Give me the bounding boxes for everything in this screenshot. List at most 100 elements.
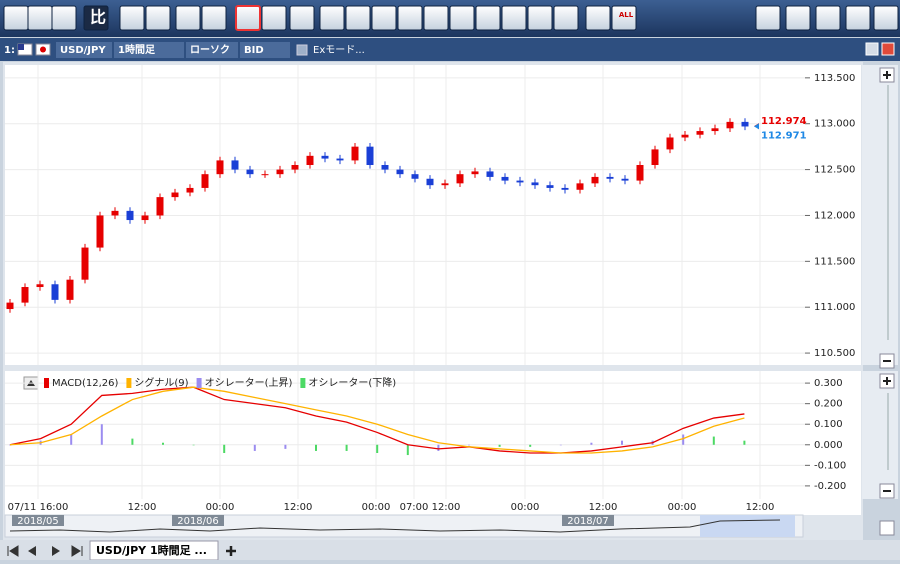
toolbar-button[interactable] [815, 5, 841, 31]
legend-swatch [44, 378, 49, 388]
toolbar-button[interactable] [83, 5, 109, 31]
oscillator-bar [100, 424, 103, 445]
candle-body [486, 171, 494, 177]
toolbar-button[interactable] [585, 5, 611, 31]
legend-swatch [126, 378, 132, 388]
macd-scrollbar[interactable] [862, 371, 898, 499]
first-tab[interactable] [7, 545, 19, 557]
toolbar-button[interactable] [397, 5, 423, 31]
oscillator-bar [529, 444, 532, 447]
candle-body [546, 185, 554, 188]
expand-button[interactable] [879, 520, 895, 536]
toolbar-button[interactable] [845, 5, 871, 31]
candle-body [126, 210, 134, 221]
y-tick-label: 111.500 [814, 256, 855, 267]
candle-body [201, 174, 209, 188]
chart-type[interactable]: ローソク [190, 44, 230, 56]
restore-button[interactable] [865, 42, 879, 56]
y-tick-label: -0.200 [814, 481, 846, 492]
candle-body [156, 197, 164, 216]
toolbar-button[interactable] [755, 5, 781, 31]
candle-body [636, 165, 644, 181]
toolbar-button[interactable] [873, 5, 899, 31]
toolbar-button[interactable] [553, 5, 579, 31]
toolbar-button[interactable] [449, 5, 475, 31]
candle-body [291, 165, 299, 170]
prev-tab[interactable] [28, 546, 36, 556]
price-axis [805, 65, 861, 365]
oscillator-bar [162, 442, 164, 445]
close-button[interactable] [881, 42, 895, 56]
bottom-bar [0, 540, 900, 560]
y-tick-label: 112.000 [814, 210, 855, 221]
toolbar-button[interactable] [261, 5, 287, 31]
oscillator-bar [559, 444, 562, 446]
toolbar-button[interactable] [501, 5, 527, 31]
candle-body [261, 174, 269, 176]
navigator-window[interactable] [700, 515, 795, 537]
macd-axis [805, 371, 861, 499]
candle-body [441, 183, 449, 186]
toolbar-button[interactable] [201, 5, 227, 31]
candle-body [531, 182, 539, 186]
toolbar-button[interactable] [319, 5, 345, 31]
delete-all-label[interactable]: ALL [619, 11, 634, 19]
zoom-buttons [879, 67, 895, 536]
y-tick-label: 111.000 [814, 302, 855, 313]
toolbar-button[interactable] [145, 5, 171, 31]
navigator-label: 2018/06 [177, 516, 219, 527]
navigator-label-bg [172, 515, 224, 526]
toolbar-button[interactable] [119, 5, 145, 31]
compare-button[interactable]: 比 [90, 8, 106, 27]
price-scrollbar[interactable] [862, 65, 898, 365]
x-tick-label: 12:00 [128, 502, 157, 513]
us-flag-canton [18, 44, 24, 50]
toolbar-button[interactable] [371, 5, 397, 31]
toolbar-button[interactable] [175, 5, 201, 31]
candle-body [576, 183, 584, 190]
period[interactable]: 1時間足 [118, 43, 156, 56]
ex-mode-checkbox[interactable] [296, 44, 308, 56]
y-tick-label: 110.500 [814, 348, 855, 359]
bottom-tab-label[interactable]: USD/JPY 1時間足 ... [96, 543, 207, 557]
tab-nav [7, 545, 83, 557]
oscillator-bar [223, 444, 226, 454]
x-tick-label: 12:00 [432, 502, 461, 513]
toolbar-button[interactable] [785, 5, 811, 31]
toolbar-button[interactable] [289, 5, 315, 31]
candle-body [336, 158, 344, 161]
oscillator-bar [498, 444, 501, 447]
toolbar-button[interactable] [345, 5, 371, 31]
chart-type-select[interactable] [186, 42, 238, 58]
toolbar-button[interactable] [51, 5, 77, 31]
toolbar-button[interactable] [475, 5, 501, 31]
oscillator-bar [9, 444, 11, 446]
candle-body [681, 134, 689, 138]
candle-body [456, 174, 464, 184]
next-tab[interactable] [52, 546, 60, 556]
navigator-label-bg [562, 515, 614, 526]
last-tab[interactable] [71, 545, 83, 557]
period-select[interactable] [114, 42, 184, 58]
x-tick-label: 12:00 [746, 502, 775, 513]
y-tick-label: -0.100 [814, 460, 846, 471]
price-type-select[interactable] [240, 42, 290, 58]
navigator[interactable] [4, 514, 804, 538]
toolbar-button[interactable] [423, 5, 449, 31]
pair[interactable]: USD/JPY [60, 45, 106, 56]
candle-body [216, 160, 224, 175]
oscillator-bar [315, 444, 317, 451]
toolbar-button[interactable] [611, 5, 637, 31]
pair-select[interactable] [56, 42, 112, 58]
add-tab[interactable] [226, 546, 236, 556]
toolbar-button[interactable] [527, 5, 553, 31]
toolbar-button[interactable] [235, 5, 261, 31]
price-type[interactable]: BID [244, 45, 264, 56]
toolbar-button[interactable] [27, 5, 53, 31]
ex-mode[interactable]: Exモード... [313, 45, 365, 56]
toolbar-button[interactable] [3, 5, 29, 31]
candle-body [276, 169, 284, 175]
candle-body [561, 187, 569, 190]
candle-body [621, 178, 629, 181]
